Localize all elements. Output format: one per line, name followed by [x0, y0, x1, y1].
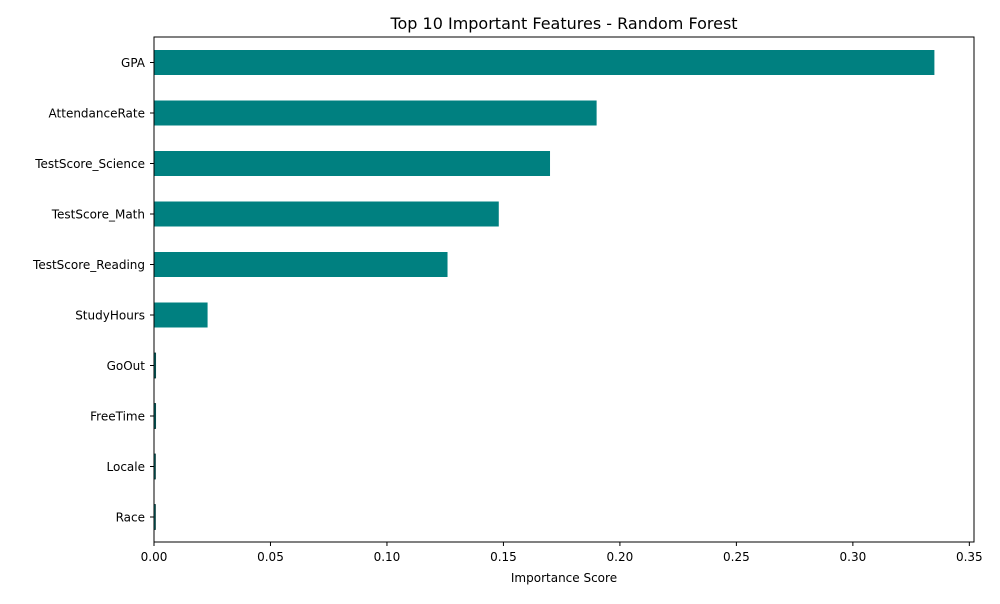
bar-TestScore_Math: [154, 201, 499, 227]
bar-StudyHours: [154, 302, 208, 328]
x-tick-label: 0.05: [257, 550, 284, 564]
x-axis-ticks: 0.00 0.05 0.10 0.15 0.20 0.25 0.30 0.35: [141, 542, 983, 564]
bar-GPA: [154, 50, 935, 75]
x-tick-label: 0.10: [374, 550, 401, 564]
bars-group: [153, 50, 935, 530]
y-tick-label: AttendanceRate: [49, 107, 145, 121]
x-tick-label: 0.30: [840, 550, 867, 564]
y-tick-label: GPA: [121, 56, 146, 70]
bar-TestScore_Science: [154, 151, 551, 176]
y-tick-label: TestScore_Reading: [32, 258, 145, 272]
bar-TestScore_Reading: [154, 252, 448, 277]
y-tick-label: TestScore_Math: [51, 208, 145, 222]
y-tick-label: StudyHours: [75, 309, 145, 323]
y-axis-ticks: GPA AttendanceRate TestScore_Science TestSc…: [32, 56, 154, 525]
y-tick-label: Race: [116, 511, 145, 525]
y-tick-label: Locale: [107, 460, 145, 474]
x-tick-label: 0.35: [956, 550, 983, 564]
x-axis-label: Importance Score: [511, 571, 617, 585]
plot-frame: [153, 36, 975, 543]
x-tick-label: 0.00: [141, 550, 168, 564]
x-tick-label: 0.25: [723, 550, 750, 564]
y-tick-label: FreeTime: [90, 410, 145, 424]
chart-title: Top 10 Important Features - Random Fores…: [389, 14, 737, 33]
y-tick-label: GoOut: [107, 359, 146, 373]
x-tick-label: 0.20: [607, 550, 634, 564]
bar-AttendanceRate: [154, 100, 597, 126]
y-tick-label: TestScore_Science: [34, 157, 145, 171]
x-tick-label: 0.15: [490, 550, 517, 564]
